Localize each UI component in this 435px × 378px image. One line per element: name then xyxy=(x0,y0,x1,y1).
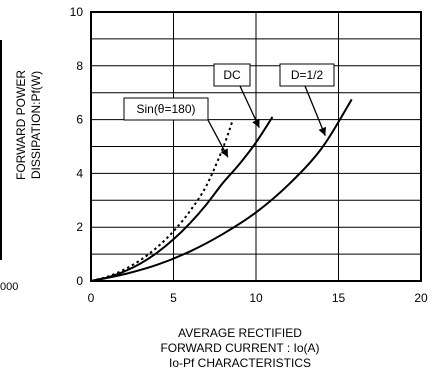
series-line xyxy=(90,116,274,282)
x-axis-label: AVERAGE RECTIFIED FORWARD CURRENT : Io(A… xyxy=(115,326,365,371)
annotation-label: D=1/2 xyxy=(291,68,324,82)
y-tick-label: 6 xyxy=(76,113,83,127)
y-tick-label: 4 xyxy=(76,166,83,180)
y-tick-label: 10 xyxy=(70,5,84,19)
annotation-label: DC xyxy=(223,68,241,82)
annotation-arrow xyxy=(304,85,326,136)
cut-edge-text: 000 xyxy=(0,281,19,293)
annotation-box xyxy=(213,63,251,87)
x-tick-label: 10 xyxy=(249,291,263,305)
x-axis-label-line-1: AVERAGE RECTIFIED xyxy=(178,326,302,340)
x-axis-label-line-2: FORWARD CURRENT : Io(A) xyxy=(160,341,320,355)
annotation-arrowhead xyxy=(318,126,326,136)
annotation-arrowhead xyxy=(220,148,228,158)
y-tick-label: 2 xyxy=(76,220,83,234)
cut-edge-line xyxy=(0,40,2,260)
annotation-arrowhead xyxy=(252,118,260,128)
y-tick-label: 8 xyxy=(76,59,83,73)
x-tick-label: 15 xyxy=(332,291,346,305)
annotation-label: Sin(θ=180) xyxy=(136,102,195,116)
x-tick-label: 5 xyxy=(170,291,177,305)
x-tick-label: 0 xyxy=(88,291,95,305)
annotation-box xyxy=(279,63,335,87)
y-tick-label: 0 xyxy=(76,274,83,288)
chart-caption: Io-Pf CHARACTERISTICS xyxy=(168,356,312,370)
plot-frame xyxy=(90,11,422,282)
x-tick-label: 20 xyxy=(414,291,428,305)
annotation-box xyxy=(123,97,209,121)
series-line xyxy=(90,98,353,282)
